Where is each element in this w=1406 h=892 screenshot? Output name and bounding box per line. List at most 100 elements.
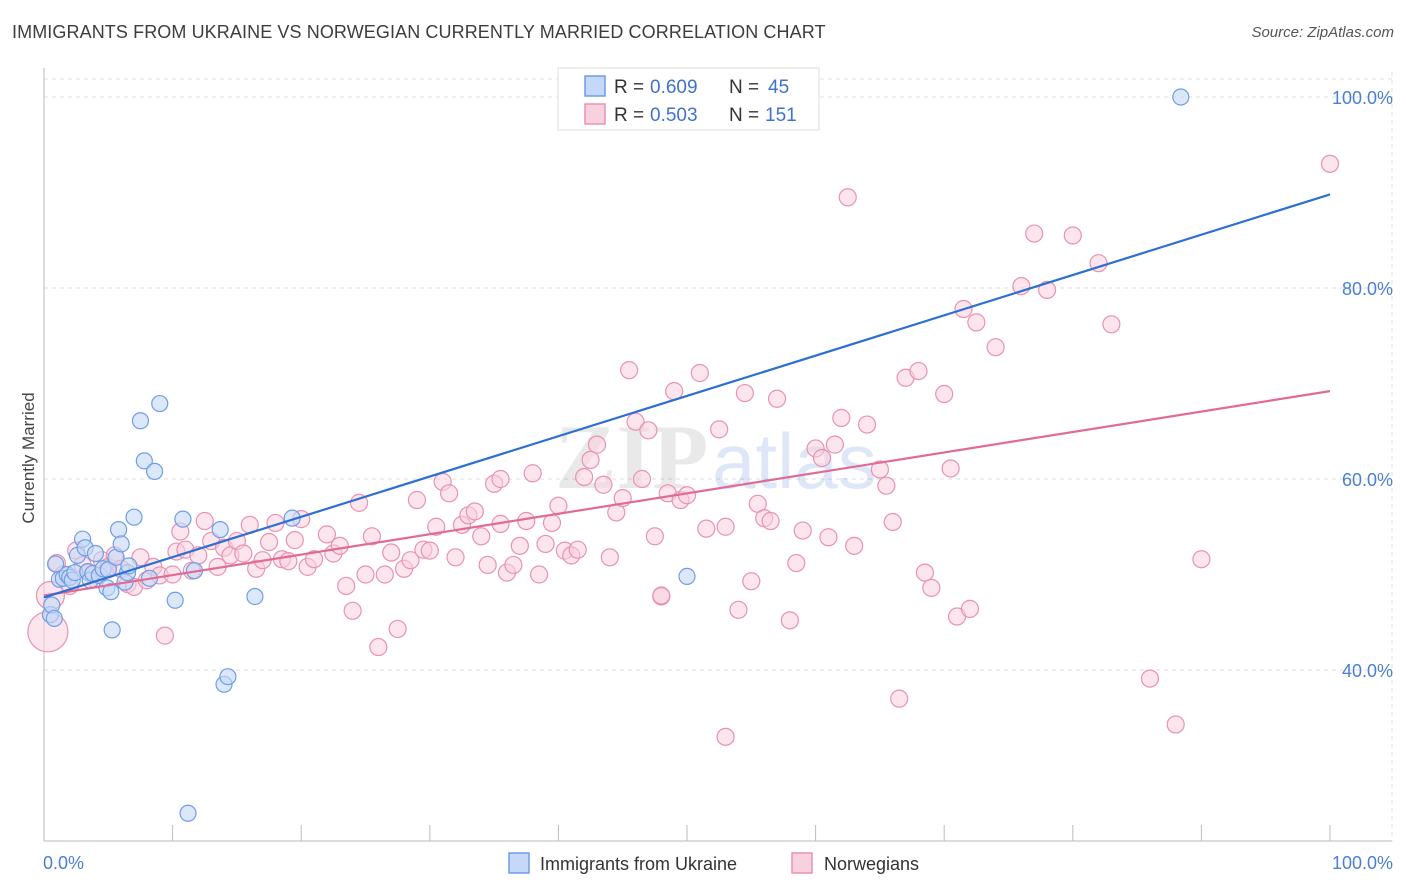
norwegians-point xyxy=(870,460,890,479)
norwegians-point xyxy=(465,502,484,521)
norwegians-point xyxy=(234,544,253,563)
norwegians-point xyxy=(735,383,754,403)
ukraine-point xyxy=(125,508,143,526)
norwegians-point xyxy=(517,511,536,531)
norwegians-point xyxy=(478,555,497,575)
norwegians-point xyxy=(1025,224,1044,243)
norwegians-point xyxy=(1102,315,1121,334)
norwegians-point xyxy=(285,531,304,550)
ukraine-point xyxy=(1172,88,1190,106)
norwegians-point xyxy=(304,550,324,569)
norwegians-point xyxy=(382,543,401,562)
norwegians-point xyxy=(594,475,613,494)
norwegians-point xyxy=(716,517,735,536)
norwegians-point xyxy=(883,512,902,532)
ukraine-point xyxy=(151,394,169,413)
norwegians-point xyxy=(909,361,928,381)
norwegians-point xyxy=(935,384,954,404)
legend-n-value-1: 45 xyxy=(768,77,789,98)
norwegians-point xyxy=(575,467,594,487)
series-legend: Immigrants from Ukraine Norwegians xyxy=(508,852,919,874)
ukraine-point xyxy=(179,804,197,822)
norwegians-point xyxy=(832,408,851,427)
legend-n-label-2: N = xyxy=(729,105,759,126)
correlation-legend: R = 0.609 N = 45 R = 0.503 N = 151 xyxy=(557,67,820,131)
x-tick-label: 100.0% xyxy=(1332,853,1393,873)
norwegians-point xyxy=(652,586,671,605)
ukraine-point xyxy=(135,452,153,470)
norwegians-point xyxy=(491,469,510,489)
norwegians-point xyxy=(1037,280,1057,300)
norwegians-point xyxy=(330,536,349,555)
norwegians-point xyxy=(337,576,356,596)
ukraine-point xyxy=(109,521,128,539)
bottom-legend-label-norwegians: Norwegians xyxy=(824,854,919,874)
tick-labels: 40.0% 60.0% 80.0% 100.0% 0.0% 100.0% xyxy=(43,88,1393,873)
y-tick-label: 100.0% xyxy=(1332,88,1393,108)
norwegians-point xyxy=(890,689,909,708)
ukraine-point xyxy=(211,521,229,539)
norwegians-point xyxy=(536,534,555,554)
norwegians-point xyxy=(742,572,761,591)
norwegians-point xyxy=(388,619,407,639)
norwegians-point xyxy=(986,338,1005,357)
legend-r-value-2: 0.503 xyxy=(650,105,698,126)
norwegians-point xyxy=(375,565,394,584)
norwegians-point xyxy=(1166,715,1185,734)
norwegians-point xyxy=(825,435,844,454)
norwegians-point xyxy=(568,540,587,559)
norwegians-point xyxy=(626,412,645,431)
legend-r-label-1: R = xyxy=(614,77,644,98)
norwegians-point xyxy=(581,450,600,469)
y-tick-label: 60.0% xyxy=(1342,470,1393,490)
norwegians-point xyxy=(710,420,729,439)
norwegians-point xyxy=(356,565,375,584)
norwegians-point xyxy=(600,548,619,567)
y-axis-title: Currently Married xyxy=(19,392,38,523)
norwegians-point xyxy=(1192,550,1211,569)
norwegians-point xyxy=(639,421,658,440)
ukraine-point xyxy=(145,462,164,480)
norwegians-point xyxy=(195,511,214,531)
watermark: ZIP atlas xyxy=(555,406,877,508)
legend-swatch-ukraine xyxy=(584,75,606,97)
norwegians-point xyxy=(1320,154,1340,173)
ukraine-point xyxy=(166,591,184,609)
norwegians-point xyxy=(819,528,838,547)
norwegians-point xyxy=(587,435,607,454)
norwegians-point xyxy=(877,476,896,495)
ukraine-point xyxy=(86,544,105,563)
norwegians-point xyxy=(472,527,491,546)
ukraine-point xyxy=(246,587,264,606)
ukraine-point xyxy=(174,510,192,528)
ukraine-point xyxy=(219,668,237,686)
norwegians-point xyxy=(504,555,523,575)
norwegians-point xyxy=(427,517,446,536)
norwegians-point xyxy=(845,536,864,555)
norwegians-point xyxy=(439,484,459,503)
norwegians-point xyxy=(620,361,639,380)
norwegians-point xyxy=(420,541,439,560)
norwegians-point xyxy=(401,551,420,570)
norwegians-point xyxy=(857,415,877,434)
norwegians-point xyxy=(838,188,857,207)
norwegians-point xyxy=(716,727,735,746)
bottom-legend-label-ukraine: Immigrants from Ukraine xyxy=(540,854,737,874)
norwegians-point xyxy=(530,565,549,584)
ukraine-trend-line xyxy=(43,193,1331,599)
norwegians-point xyxy=(317,525,337,544)
legend-n-label-1: N = xyxy=(729,77,759,98)
axes xyxy=(43,68,1392,842)
ukraine-points xyxy=(41,88,1190,822)
y-tick-label: 40.0% xyxy=(1342,661,1393,681)
norwegians-point xyxy=(697,519,716,538)
norwegians-point xyxy=(155,626,174,645)
norwegians-point xyxy=(259,532,279,552)
ukraine-point xyxy=(112,535,130,553)
ukraine-point xyxy=(102,583,120,601)
norwegians-point xyxy=(523,464,542,483)
ukraine-point xyxy=(103,621,121,639)
norwegians-point xyxy=(542,513,562,533)
norwegians-point xyxy=(812,448,832,468)
legend-swatch-norwegians xyxy=(584,103,606,125)
